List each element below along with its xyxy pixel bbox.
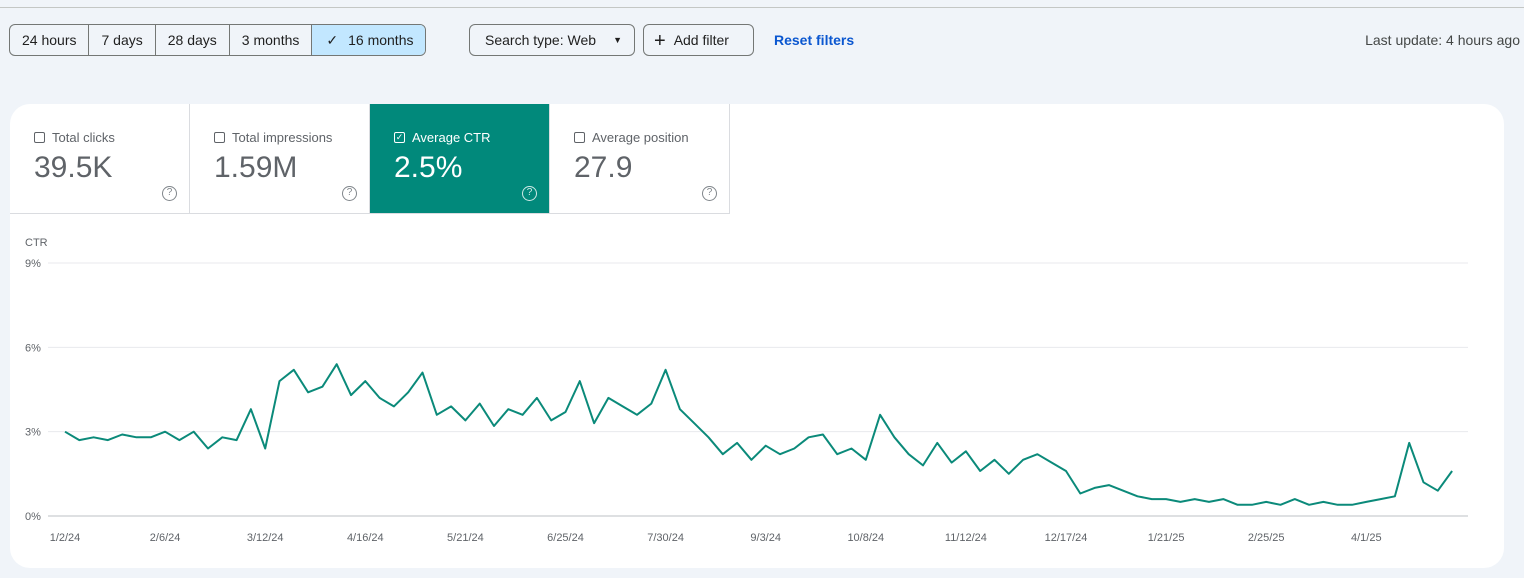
metric-card[interactable]: Total impressions 1.59M? — [190, 104, 370, 214]
metric-value: 27.9 — [574, 151, 633, 184]
metric-card[interactable]: ✓ Average CTR 2.5%? — [370, 104, 550, 214]
metric-label-row: Average position — [574, 130, 705, 145]
metric-label: Average position — [592, 130, 689, 145]
checkbox: ✓ — [394, 132, 405, 143]
help-icon: ? — [522, 186, 537, 201]
metric-label-row: ✓ Average CTR — [394, 130, 525, 145]
metric-label: Total impressions — [232, 130, 333, 145]
x-tick-label: 6/25/24 — [547, 532, 584, 544]
check-icon: ✓ — [326, 32, 339, 48]
performance-card: CTR 0% 3% 6% 9% 1/2/24 2/6/24 3/12/24 4/16/24 5/… — [10, 104, 1504, 568]
range-label: 16 months — [348, 32, 414, 48]
metric-value: 1.59M — [214, 151, 298, 184]
x-tick-label: 1/21/25 — [1148, 532, 1185, 544]
range-option[interactable]: 28 days — [156, 25, 230, 55]
x-tick-label: 1/2/24 — [50, 532, 81, 544]
x-tick-label: 11/12/24 — [945, 532, 987, 544]
range-selector: 24 hours 7 days 28 days 3 months ✓ 16 months — [9, 24, 427, 56]
range-option[interactable]: 24 hours — [10, 25, 90, 55]
y-tick-label: 3% — [25, 427, 41, 439]
search-type-label: Search type: Web — [485, 32, 597, 48]
x-tick-label: 5/21/24 — [447, 532, 484, 544]
x-tick-label: 2/6/24 — [150, 532, 181, 544]
y-tick-label: 0% — [25, 511, 41, 523]
metric-label: Average CTR — [412, 130, 491, 145]
metric-value: 2.5% — [394, 151, 463, 184]
checkbox — [214, 132, 225, 143]
metric-label: Total clicks — [52, 130, 115, 145]
x-tick-label: 4/16/24 — [347, 532, 384, 544]
search-type[interactable]: Search type: Web ▼ — [469, 24, 635, 56]
range-option[interactable]: ✓ 16 months — [312, 25, 426, 55]
checkbox — [574, 132, 585, 143]
help-icon: ? — [162, 186, 177, 201]
add-filter[interactable]: + Add filter — [643, 24, 754, 56]
metric-card[interactable]: Average position 27.9? — [550, 104, 730, 214]
range-label: 3 months — [241, 32, 300, 48]
checkbox — [34, 132, 45, 143]
reset-filters[interactable]: Reset filters — [774, 32, 855, 48]
y-tick-label: 9% — [25, 258, 41, 270]
x-tick-label: 7/30/24 — [647, 532, 684, 544]
divider — [0, 7, 1524, 8]
range-option[interactable]: 3 months — [230, 25, 313, 55]
metric-value: 39.5K — [34, 151, 113, 184]
last-update: Last update: 4 hours ago — [1365, 32, 1520, 48]
x-tick-label: 4/1/25 — [1351, 532, 1382, 544]
range-option[interactable]: 7 days — [89, 25, 156, 55]
chart: CTR 0% 3% 6% 9% 1/2/24 2/6/24 3/12/24 4/16/24 5/… — [25, 237, 1468, 544]
range-label: 28 days — [167, 32, 217, 48]
help-icon: ? — [342, 186, 357, 201]
ctr-line — [64, 363, 1453, 506]
y-axis-label: CTR — [25, 237, 48, 249]
x-tick-label: 12/17/24 — [1045, 532, 1088, 544]
x-tick-label: 3/12/24 — [247, 532, 284, 544]
help-icon: ? — [702, 186, 717, 201]
y-tick-label: 6% — [25, 342, 41, 354]
x-tick-label: 9/3/24 — [750, 532, 781, 544]
range-label: 24 hours — [22, 32, 77, 48]
range-label: 7 days — [101, 32, 143, 48]
metric-label-row: Total impressions — [214, 130, 345, 145]
x-tick-label: 2/25/25 — [1248, 532, 1285, 544]
metric-card[interactable]: Total clicks 39.5K? — [10, 104, 190, 214]
add-filter-label: Add filter — [673, 32, 729, 48]
metric-label-row: Total clicks — [34, 130, 165, 145]
x-tick-label: 10/8/24 — [847, 532, 884, 544]
